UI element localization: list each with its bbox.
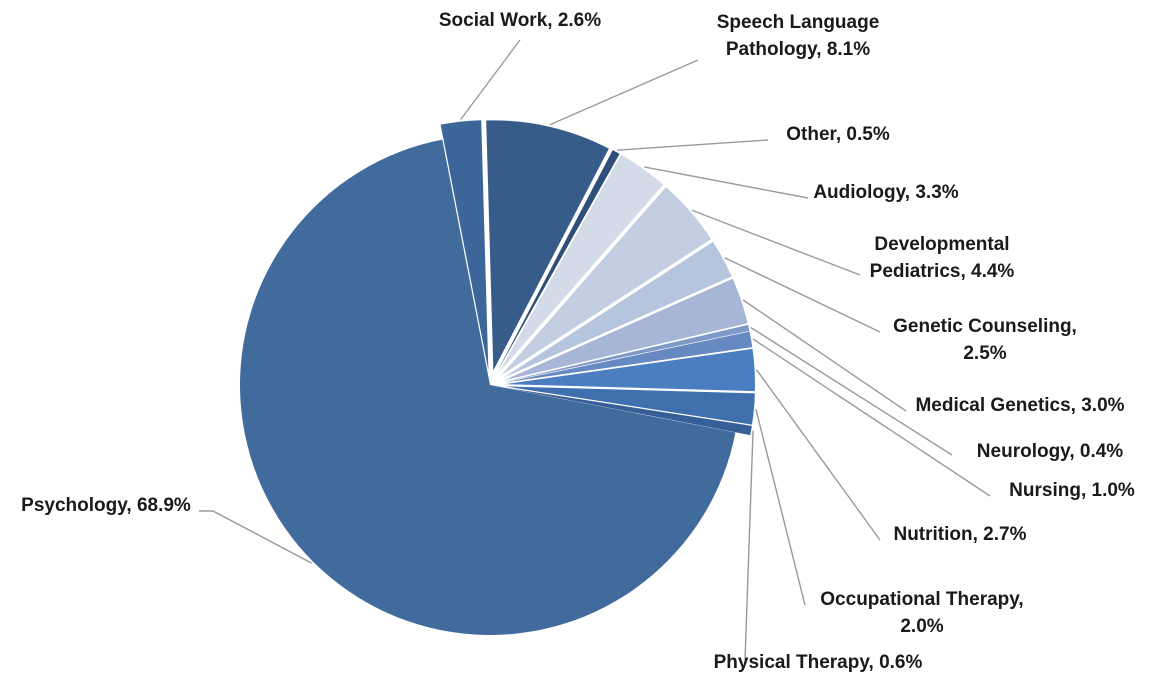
label-nutrition: Nutrition, 2.7%: [893, 524, 1026, 545]
label-physical-therapy: Physical Therapy, 0.6%: [714, 652, 923, 673]
leader-speech-language-pathology: [549, 59, 699, 126]
slice-psychology: [240, 139, 736, 635]
leader-neurology: [750, 326, 953, 456]
leader-nutrition: [756, 369, 881, 541]
leader-nursing: [752, 338, 991, 497]
label-nursing: Nursing, 1.0%: [1009, 480, 1135, 501]
slice-nutrition: [504, 348, 755, 392]
slice-occupational-therapy: [504, 386, 755, 425]
label-social-work: Social Work, 2.6%: [439, 10, 601, 31]
slice-medical-genetics: [504, 278, 748, 381]
leader-other: [617, 139, 769, 151]
leader-medical-genetics: [742, 299, 907, 412]
leader-audiology: [644, 166, 809, 199]
label-neurology: Neurology, 0.4%: [977, 441, 1124, 462]
label-genetic-counseling: Genetic Counseling, 2.5%: [893, 316, 1077, 364]
slice-genetic-counseling: [503, 241, 732, 378]
leader-lines: [199, 39, 991, 661]
label-psychology: Psychology, 68.9%: [21, 495, 191, 516]
slice-social-work: [440, 120, 489, 371]
slice-nursing: [504, 331, 753, 383]
slice-developmental-pediatrics: [501, 187, 712, 376]
slice-physical-therapy: [504, 387, 752, 436]
label-medical-genetics: Medical Genetics, 3.0%: [915, 395, 1124, 416]
slice-speech-language-pathology: [486, 120, 609, 371]
leader-social-work: [460, 39, 521, 121]
leader-physical-therapy: [744, 430, 754, 661]
slice-audiology: [498, 154, 664, 373]
label-developmental-pediatrics: Developmental Pediatrics, 4.4%: [870, 234, 1015, 282]
slice-neurology: [504, 324, 750, 382]
slice-labels: Social Work, 2.6% Speech Language Patholog…: [21, 10, 1135, 673]
leader-genetic-counseling: [724, 257, 881, 333]
label-other: Other, 0.5%: [786, 124, 890, 145]
slice-other: [497, 150, 620, 372]
pie-slices: [240, 120, 755, 635]
label-audiology: Audiology, 3.3%: [813, 182, 958, 203]
label-occupational-therapy: Occupational Therapy, 2.0%: [820, 589, 1023, 637]
leader-developmental-pediatrics: [691, 209, 861, 276]
label-speech-language-pathology: Speech Language Pathology, 8.1%: [717, 12, 880, 60]
leader-psychology: [199, 510, 313, 564]
leader-occupational-therapy: [755, 409, 806, 606]
